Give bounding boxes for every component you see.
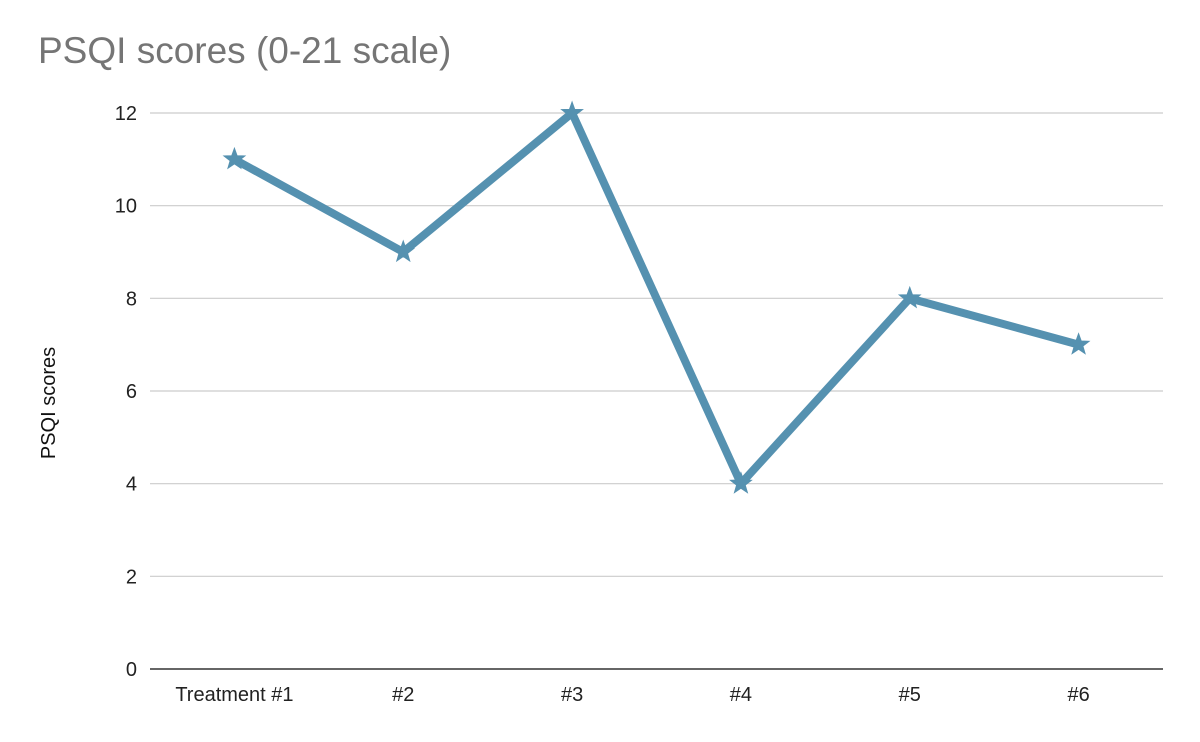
y-tick-label: 6 [126,381,137,403]
y-tick-label: 12 [115,103,137,125]
x-tick-label: #3 [561,684,583,706]
y-tick-label: 8 [126,288,137,310]
data-point-star [729,471,753,494]
gridlines [150,112,1163,577]
x-axis-ticks: Treatment #1 #2 #3 #4 #5 #6 [175,684,1089,706]
y-tick-label: 4 [126,474,137,496]
x-tick-label: Treatment #1 [175,684,293,706]
data-point-star [560,100,584,124]
y-tick-label: 0 [126,659,137,681]
data-point-star [391,239,416,263]
series-layer [222,100,1091,494]
y-tick-label: 10 [115,196,137,218]
x-tick-label: #4 [730,684,752,706]
data-point-star [222,146,247,170]
chart-title: PSQI scores (0-21 scale) [38,30,452,71]
y-axis-ticks: 0 2 4 6 8 10 12 [115,103,137,681]
series-line [230,109,1083,488]
x-tick-label: #5 [899,684,921,706]
y-tick-label: 2 [126,566,137,588]
y-axis-title: PSQI scores [38,347,60,459]
data-point-star [897,285,922,309]
x-tick-label: #6 [1067,684,1089,706]
data-point-star [1066,332,1091,355]
x-tick-label: #2 [392,684,414,706]
